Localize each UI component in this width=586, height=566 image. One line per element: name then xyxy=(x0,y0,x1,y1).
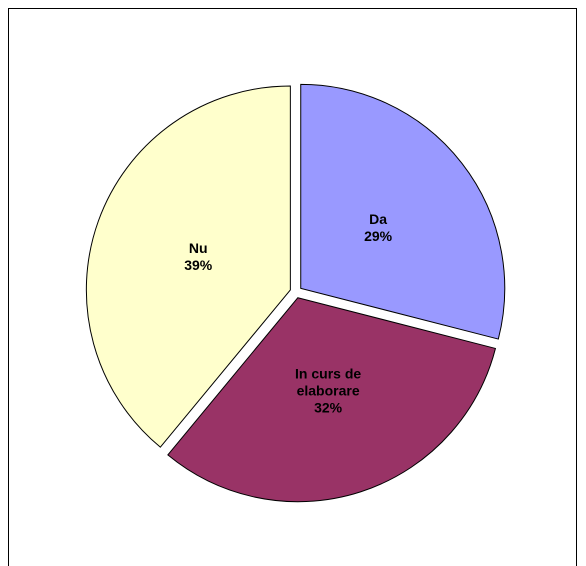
slice-percent: 32% xyxy=(314,399,343,416)
pie-slice xyxy=(167,297,497,503)
data-label: Nu 39% xyxy=(143,240,253,274)
slice-name: Da xyxy=(369,211,388,228)
data-label: Da 29% xyxy=(323,211,433,245)
pie-slice xyxy=(85,85,291,448)
data-label: In curs de elaborare 32% xyxy=(273,365,383,416)
pie-slice xyxy=(300,83,506,340)
slice-name: In curs de elaborare xyxy=(295,365,362,399)
slice-name: Nu xyxy=(188,239,208,256)
slice-percent: 39% xyxy=(184,256,213,273)
frame xyxy=(8,8,577,566)
slice-percent: 29% xyxy=(364,228,393,245)
